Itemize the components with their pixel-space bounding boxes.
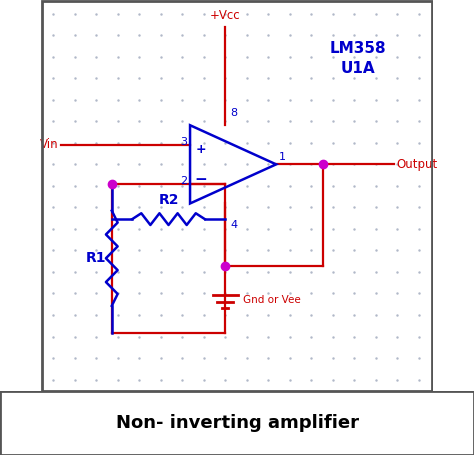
- Text: R2: R2: [158, 193, 179, 207]
- Text: Non- inverting amplifier: Non- inverting amplifier: [116, 414, 358, 432]
- Text: 2: 2: [180, 176, 187, 186]
- Text: 1: 1: [279, 152, 286, 162]
- Text: 4: 4: [230, 220, 237, 230]
- Text: R1: R1: [86, 251, 106, 265]
- Text: Vin: Vin: [40, 138, 59, 151]
- Text: LM358
U1A: LM358 U1A: [330, 41, 387, 76]
- Text: Gnd or Vee: Gnd or Vee: [243, 295, 301, 305]
- Text: +: +: [196, 143, 206, 156]
- Text: −: −: [195, 172, 208, 187]
- Text: +Vcc: +Vcc: [210, 9, 241, 21]
- Text: 8: 8: [230, 108, 237, 118]
- Text: 3: 3: [180, 136, 187, 147]
- Text: Output: Output: [397, 158, 438, 171]
